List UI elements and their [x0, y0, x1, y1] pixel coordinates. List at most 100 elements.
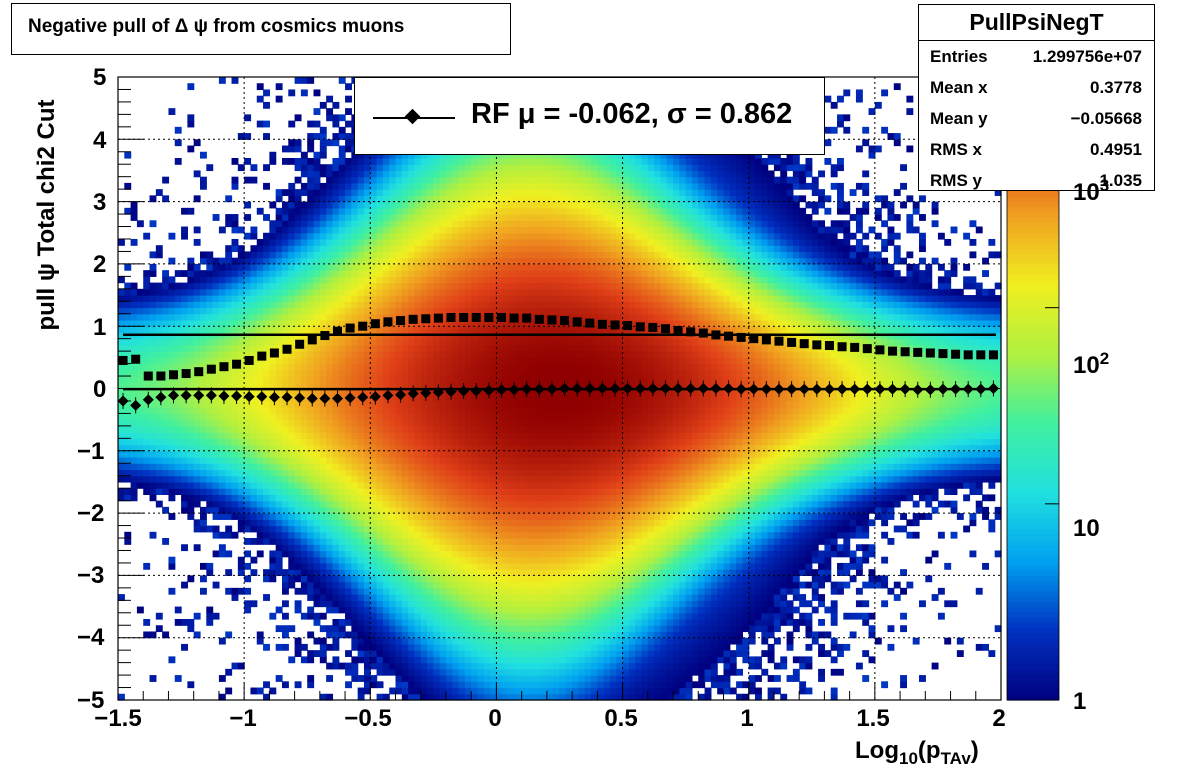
heat-cell: [389, 631, 397, 639]
heat-cell: [427, 232, 434, 240]
heat-cell: [509, 544, 516, 552]
heat-cell: [370, 151, 378, 159]
heat-cell: [143, 469, 151, 477]
heat-cell: [263, 538, 270, 545]
heat-cell: [199, 494, 207, 502]
heat-cell: [269, 612, 277, 620]
heat-cell: [490, 195, 498, 203]
heat-cell: [477, 344, 485, 352]
heat-cell: [281, 513, 289, 520]
heat-cell: [395, 550, 403, 558]
heat-cell: [275, 195, 283, 203]
heat-cell: [439, 164, 447, 172]
heat-cell: [338, 313, 346, 321]
heat-cell: [401, 668, 409, 676]
heat-cell: [408, 675, 416, 682]
heat-cell: [496, 351, 504, 358]
heat-cell: [382, 226, 390, 234]
heat-cell: [401, 357, 409, 365]
heat-cell: [269, 338, 277, 346]
heat-cell: [389, 550, 397, 558]
heat-cell: [357, 226, 365, 234]
heat-cell: [281, 201, 289, 209]
heat-cell: [490, 301, 498, 309]
heat-cell: [237, 488, 245, 496]
heat-cell: [483, 189, 491, 196]
heat-cell: [515, 376, 523, 383]
heat-cell: [187, 463, 195, 471]
heat-cell: [338, 319, 346, 327]
heat-cell: [263, 288, 270, 296]
heat-cell: [408, 481, 416, 489]
heat-cell: [351, 481, 359, 489]
heat-cell: [124, 450, 132, 458]
heat-cell: [414, 450, 422, 458]
heat-cell: [237, 525, 245, 533]
heat-cell: [414, 282, 422, 290]
heat-cell: [351, 195, 359, 203]
heat-cell: [389, 301, 397, 309]
heat-cell: [420, 170, 428, 178]
heat-cell: [433, 413, 441, 421]
heat-cell: [382, 238, 390, 246]
heat-cell: [363, 214, 371, 221]
heat-cell: [319, 319, 327, 327]
heat-cell: [263, 251, 270, 259]
heat-cell: [300, 307, 308, 315]
heat-cell: [445, 631, 453, 639]
heat-cell: [269, 313, 277, 321]
heat-cell: [181, 307, 188, 315]
heat-cell: [162, 376, 170, 383]
heat-cell: [231, 270, 239, 277]
heat-cell: [338, 369, 346, 377]
heat-cell: [408, 326, 416, 334]
heat-cell: [370, 432, 378, 439]
heat-cell: [502, 164, 510, 172]
heat-cell: [345, 201, 352, 209]
heat-cell: [458, 363, 466, 371]
heat-cell: [319, 494, 327, 502]
heat-cell: [389, 538, 397, 545]
heat-cell: [389, 488, 397, 496]
heat-cell: [433, 619, 441, 626]
heat-cell: [471, 525, 479, 533]
heat-cell: [408, 538, 416, 545]
heat-cell: [521, 438, 529, 446]
heat-cell: [427, 257, 434, 265]
heat-cell: [414, 562, 422, 570]
heat-cell: [130, 369, 138, 377]
heat-cell: [199, 432, 207, 439]
heat-cell: [458, 575, 466, 583]
heat-cell: [445, 681, 453, 689]
heat-cell: [389, 463, 397, 471]
heat-cell: [351, 157, 359, 165]
heat-cell: [395, 164, 403, 172]
heat-cell: [490, 207, 498, 215]
heat-cell: [363, 538, 371, 545]
heat-cell: [319, 600, 327, 608]
heat-cell: [218, 432, 226, 439]
heat-cell: [382, 257, 390, 265]
heat-cell: [464, 544, 472, 552]
heat-cell: [250, 500, 258, 508]
heat-cell: [363, 201, 371, 209]
heat-cell: [521, 301, 529, 309]
heat-cell: [452, 419, 460, 427]
heat-cell: [527, 220, 535, 228]
heat-cell: [376, 619, 384, 626]
heat-cell: [307, 531, 315, 539]
heat-cell: [187, 369, 195, 377]
heat-cell: [300, 170, 308, 178]
heat-cell: [452, 587, 460, 595]
heat-cell: [420, 164, 428, 172]
heat-cell: [401, 600, 409, 608]
heat-cell: [433, 637, 441, 645]
heat-cell: [319, 170, 327, 178]
heat-cell: [527, 425, 535, 433]
heat-cell: [502, 675, 510, 682]
heat-cell: [420, 263, 428, 271]
heat-cell: [452, 245, 460, 253]
heat-cell: [408, 176, 416, 184]
heat-cell: [256, 450, 264, 458]
heat-cell: [363, 238, 371, 246]
